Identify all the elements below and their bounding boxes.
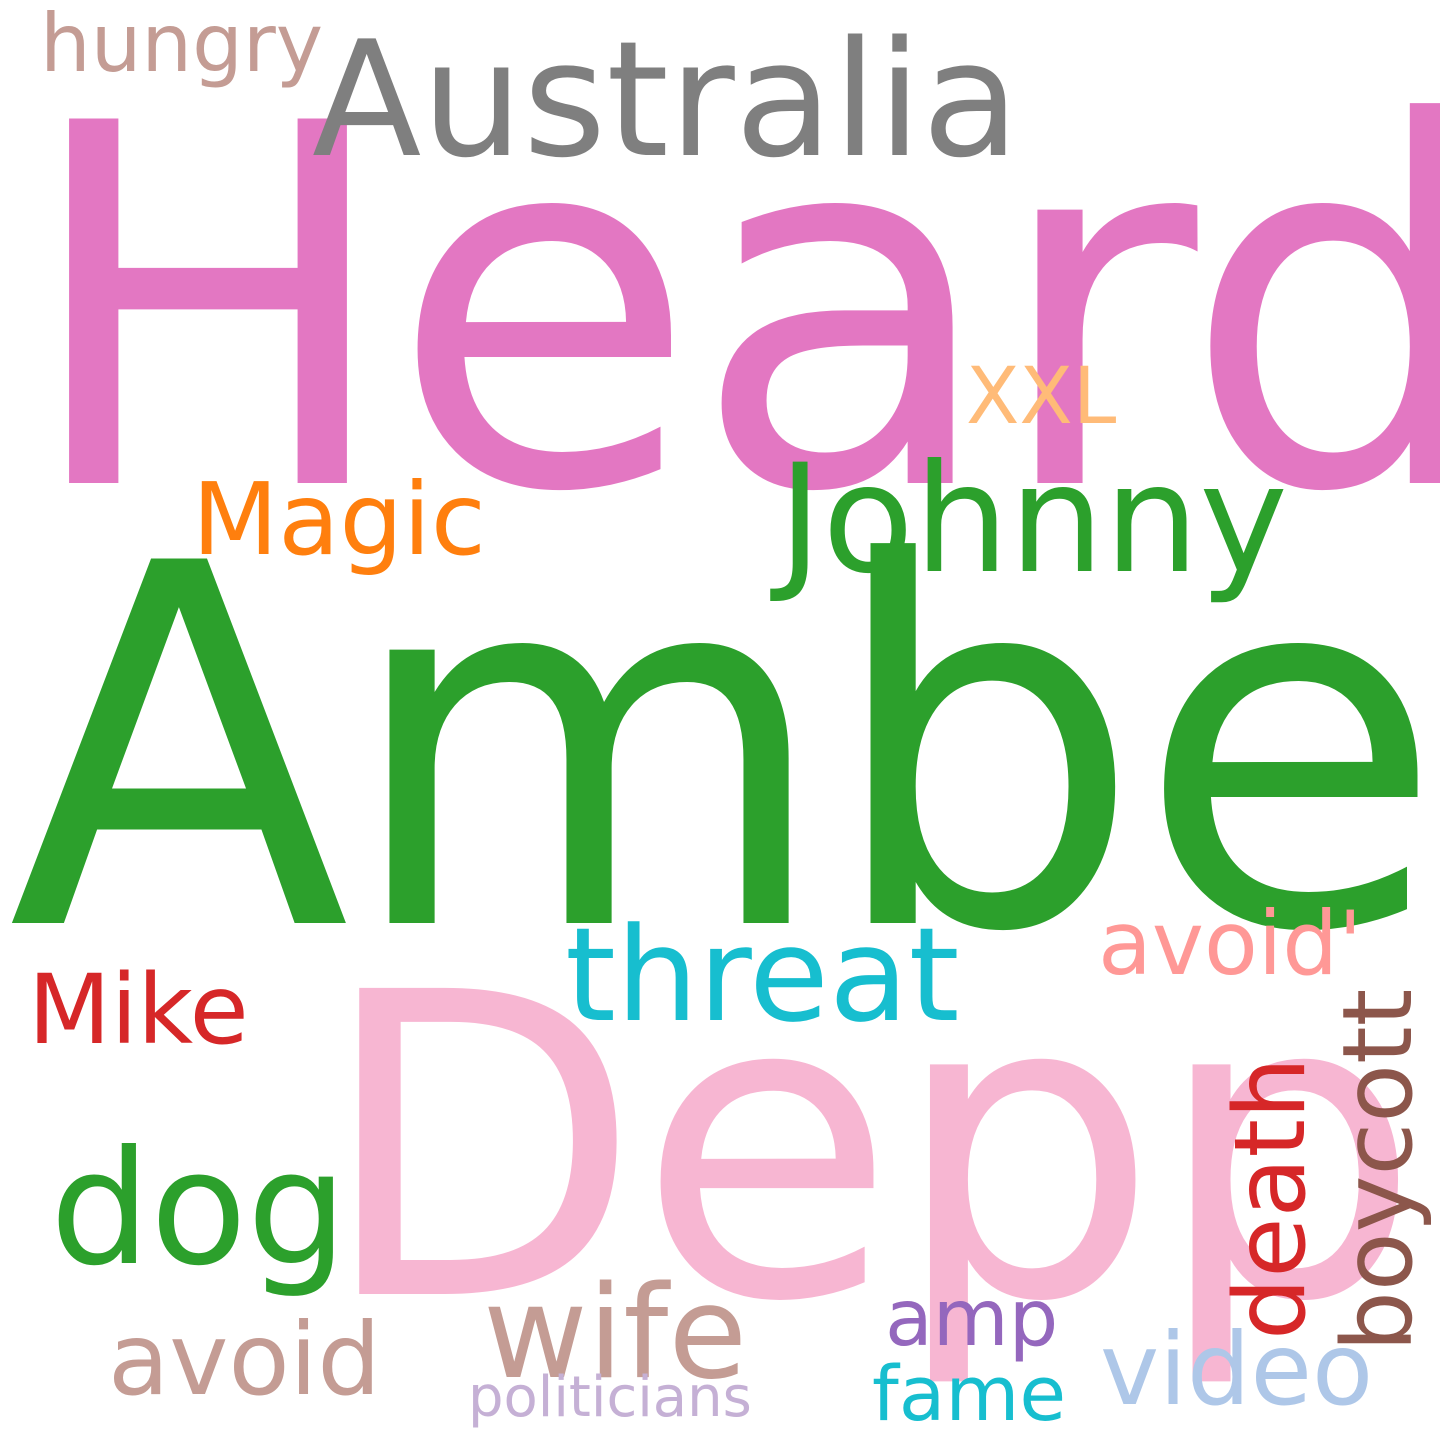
word-death: death — [1214, 1056, 1328, 1340]
word-politicians: politicians — [468, 1365, 752, 1430]
word-heard: Heard — [20, 19, 1440, 601]
word-hungry: hungry — [40, 0, 324, 90]
word-depp: Depp — [318, 905, 1421, 1394]
word-avoid-quote: avoid' — [1098, 892, 1363, 995]
word-xxl: XXL — [966, 352, 1117, 442]
word-magic: Magic — [192, 461, 486, 578]
word-boycott: boycott — [1322, 988, 1434, 1352]
word-wife: wife — [483, 1259, 748, 1408]
word-fame: fame — [872, 1349, 1067, 1438]
word-mike: Mike — [28, 954, 249, 1066]
word-dog: dog — [50, 1117, 348, 1301]
word-amp: amp — [885, 1274, 1059, 1364]
word-australia: Australia — [312, 6, 1020, 193]
word-amber: Amber — [8, 459, 1440, 1041]
word-johnny: Johnny — [778, 433, 1288, 607]
word-avoid: avoid — [108, 1301, 381, 1418]
word-threat: threat — [565, 899, 960, 1051]
word-video: video — [1100, 1311, 1374, 1428]
